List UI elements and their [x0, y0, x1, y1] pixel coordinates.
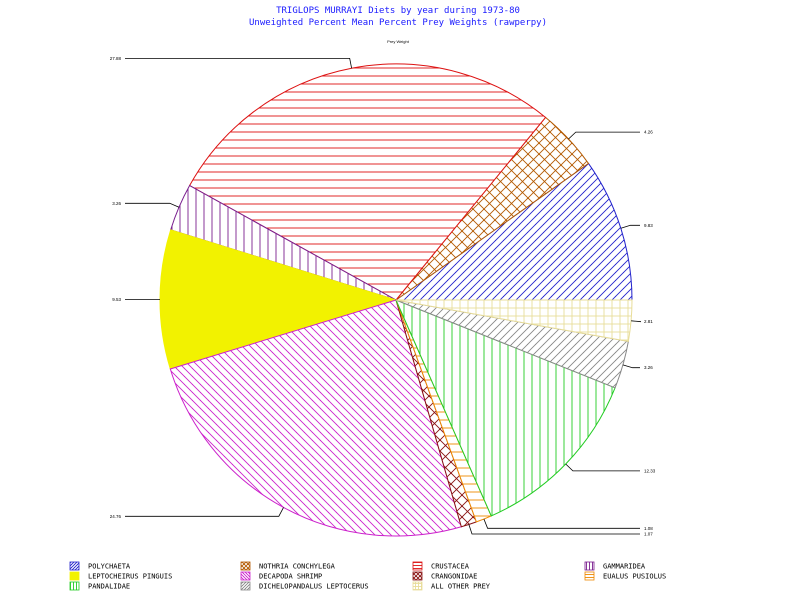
leader-line-dichelopandalus-leptocerus: [622, 364, 640, 369]
legend-swatch-polychaeta: [69, 561, 80, 571]
leader-line-gammaridea: [125, 202, 180, 208]
leader-line-decapoda-shrimp: [125, 507, 284, 517]
legend-label-nothria-conchylega: NOTHRIA CONCHYLEGA: [259, 563, 336, 571]
leader-line-pandalidae: [565, 463, 640, 472]
slice-leader-lines: 9.83 4.26 27.88 3.26 9.53 24.76 1.071.08 12.33 3…: [110, 56, 656, 537]
slice-label-leptocheirus-pinguis: 9.53: [112, 297, 121, 302]
slice-label-eualus-pusiolus: 1.08: [644, 526, 653, 531]
pie-slice-polychaeta: [394, 162, 633, 301]
legend-swatch-dichelopandalus-leptocerus: [240, 581, 251, 591]
legend-label-all-other-prey: ALL OTHER PREY: [431, 583, 491, 591]
pie-slice-decapoda-shrimp: [169, 299, 462, 537]
chart-subtitle: Unweighted Percent Mean Percent Prey Wei…: [249, 18, 547, 28]
legend-swatch-crustacea: [412, 561, 423, 571]
leader-line-all-other-prey: [631, 320, 642, 323]
leader-line-crustacea: [125, 58, 352, 69]
legend-label-crangonidae: CRANGONIDAE: [431, 573, 477, 581]
slice-label-crangonidae: 1.07: [644, 531, 653, 536]
pie-slice-all-other-prey: [395, 299, 633, 343]
leader-line-eualus-pusiolus: [483, 518, 640, 529]
leader-line-nothria-conchylega: [568, 131, 640, 140]
legend-swatch-all-other-prey: [412, 581, 423, 591]
pie-slices: [159, 63, 633, 537]
legend-label-gammaridea: GAMMARIDEA: [603, 563, 646, 571]
legend-swatch-nothria-conchylega: [240, 561, 251, 571]
legend-label-pandalidae: PANDALIDAE: [88, 583, 130, 591]
legend-label-decapoda-shrimp: DECAPODA SHRIMP: [259, 573, 322, 581]
legend: POLYCHAETA NOTHRIA CONCHYLEGA CRUSTACEA GAM…: [69, 561, 666, 591]
legend-swatch-gammaridea: [584, 561, 595, 571]
chart-title: TRIGLOPS MURRAYI Diets by year during 19…: [276, 6, 520, 16]
legend-label-leptocheirus-pinguis: LEPTOCHEIRUS PINGUIS: [88, 573, 172, 581]
legend-swatch-pandalidae: [69, 581, 80, 591]
slice-label-decapoda-shrimp: 24.76: [110, 514, 122, 519]
leader-line-crangonidae: [468, 524, 640, 535]
slice-label-all-other-prey: 2.81: [644, 319, 653, 324]
pie-slice-leptocheirus-pinguis: [159, 229, 398, 370]
slice-label-crustacea: 27.88: [110, 56, 122, 61]
slice-label-polychaeta: 9.83: [644, 223, 653, 228]
legend-swatch-leptocheirus-pinguis: [69, 571, 80, 581]
legend-label-crustacea: CRUSTACEA: [431, 563, 470, 571]
slice-label-dichelopandalus-leptocerus: 3.26: [644, 365, 653, 370]
legend-swatch-crangonidae: [412, 571, 423, 581]
total-label: Prey Weight: [387, 39, 410, 44]
legend-swatch-eualus-pusiolus: [584, 571, 595, 581]
legend-label-polychaeta: POLYCHAETA: [88, 563, 131, 571]
pie-slice-pandalidae: [395, 299, 616, 517]
slice-label-nothria-conchylega: 4.26: [644, 130, 653, 135]
leader-line-polychaeta: [620, 224, 640, 229]
legend-label-eualus-pusiolus: EUALUS PUSIOLUS: [603, 573, 666, 581]
slice-label-pandalidae: 12.33: [644, 468, 656, 473]
legend-swatch-decapoda-shrimp: [240, 571, 251, 581]
legend-label-dichelopandalus-leptocerus: DICHELOPANDALUS LEPTOCERUS: [259, 583, 369, 591]
pie-slice-crustacea: [188, 63, 547, 301]
slice-label-gammaridea: 3.26: [112, 201, 121, 206]
